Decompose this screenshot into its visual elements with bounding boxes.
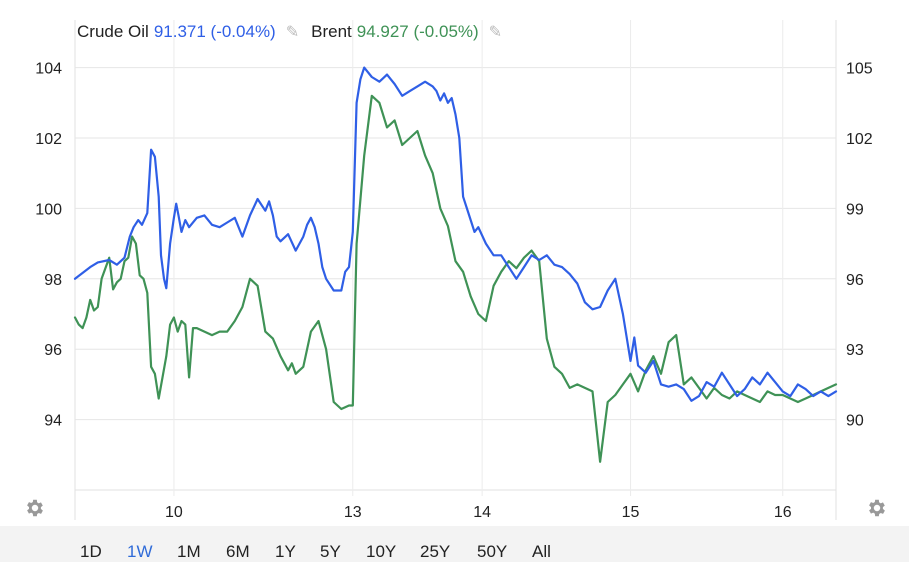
range-button-all[interactable]: All [532,542,551,561]
range-button-10y[interactable]: 10Y [366,542,397,561]
right-tick-label: 96 [846,272,864,289]
right-tick-label: 93 [846,342,864,359]
left-tick-label: 98 [44,272,62,289]
range-selector-bar [0,526,909,562]
right-tick-label: 90 [846,413,864,430]
gear-icon[interactable] [866,497,888,519]
x-tick-label: 13 [344,504,362,521]
x-tick-label: 10 [165,504,183,521]
range-button-6m[interactable]: 6M [226,542,250,561]
legend-name-brent: Brent [311,22,352,41]
range-button-50y[interactable]: 50Y [477,542,508,561]
right-tick-label: 105 [846,61,873,78]
x-tick-label: 16 [774,504,792,521]
x-tick-label: 15 [622,504,640,521]
left-tick-label: 96 [44,342,62,359]
dual-axis-line-chart: 94 96 98 100 102 104 90 93 96 99 102 105 10 13 14 15 1… [35,20,873,521]
pencil-icon[interactable]: ✎ [488,24,503,41]
legend-value-crude-oil: 91.371 (-0.04%) [153,22,276,41]
legend-name-crude-oil: Crude Oil [77,22,149,41]
range-button-1w[interactable]: 1W [127,542,153,561]
left-tick-label: 94 [44,413,62,430]
range-button-1m[interactable]: 1M [177,542,201,561]
right-tick-label: 99 [846,201,864,218]
range-button-5y[interactable]: 5Y [320,542,341,561]
x-tick-label: 14 [473,504,491,521]
range-button-25y[interactable]: 25Y [420,542,451,561]
series-line-brent [73,94,838,463]
series-line-crude-oil [73,66,838,402]
pencil-icon[interactable]: ✎ [285,24,300,41]
range-button-1d[interactable]: 1D [80,542,102,561]
gear-icon[interactable] [24,497,46,519]
left-tick-label: 104 [35,61,62,78]
left-tick-label: 102 [35,131,62,148]
range-button-1y[interactable]: 1Y [275,542,296,561]
legend-value-brent: 94.927 (-0.05%) [356,22,479,41]
chart-legend: Crude Oil 91.371 (-0.04%) ✎ Brent 94.927… [77,22,514,42]
right-tick-label: 102 [846,131,873,148]
left-tick-label: 100 [35,201,62,218]
